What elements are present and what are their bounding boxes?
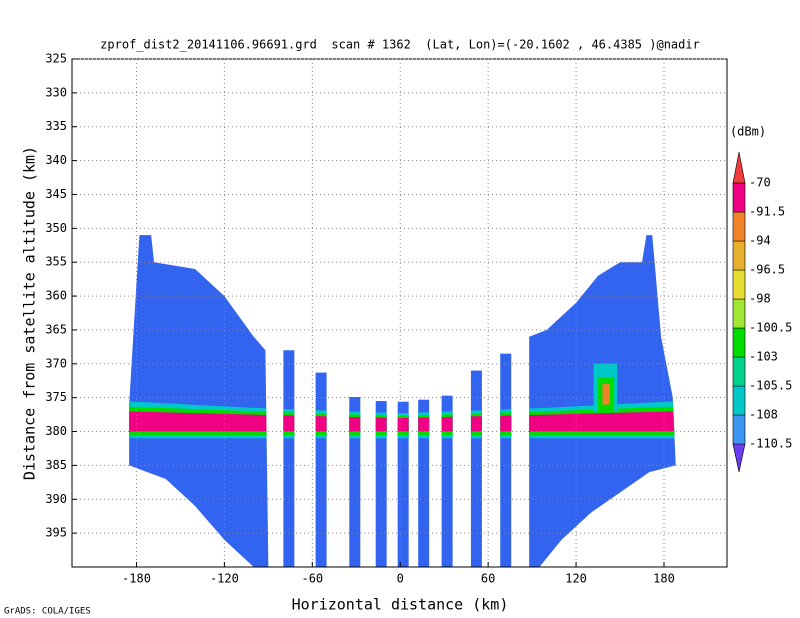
y-tick-label: 380: [45, 424, 67, 438]
colorbar-label: -96.5: [749, 263, 785, 277]
swath-column: [500, 353, 512, 567]
colorbar-segment: [732, 385, 746, 416]
colorbar-unit: (dBm): [730, 125, 766, 139]
echo-layer: [602, 384, 610, 405]
footer: GrADS: COLA/IGES: [4, 607, 91, 617]
colorbar-segment: [732, 356, 746, 387]
x-tick-label: 120: [565, 572, 587, 586]
colorbar-segment: [732, 269, 746, 300]
colorbar-label: -110.5: [749, 437, 792, 451]
colorbar-label: -98: [749, 292, 771, 306]
colorbar-label: -94: [749, 234, 771, 248]
swath-column: [418, 399, 430, 567]
y-tick-label: 390: [45, 492, 67, 506]
x-tick-label: 0: [397, 572, 404, 586]
swath-column: [283, 350, 295, 567]
colorbar-segment: [732, 298, 746, 329]
x-tick-label: 180: [653, 572, 675, 586]
y-tick-label: 340: [45, 153, 67, 167]
x-axis-label: Horizontal distance (km): [292, 596, 509, 614]
x-tick-label: -120: [210, 572, 239, 586]
colorbar-label: -100.5: [749, 321, 792, 335]
colorbar-label: -103: [749, 350, 778, 364]
swath-region: [129, 235, 269, 567]
colorbar-segment: [732, 240, 746, 271]
y-tick-label: 385: [45, 458, 67, 472]
colorbar-label: -105.5: [749, 379, 792, 393]
x-tick-label: 60: [481, 572, 495, 586]
colorbar-segment: [732, 414, 746, 445]
plot-area: [129, 235, 676, 567]
chart-title: zprof_dist2_20141106.96691.grd scan # 13…: [100, 38, 700, 52]
y-tick-label: 355: [45, 255, 67, 269]
x-tick-label: -60: [301, 572, 323, 586]
colorbar-label: -108: [749, 408, 778, 422]
colorbar-segment: [732, 151, 746, 184]
colorbar-segment: [732, 443, 746, 473]
swath-column: [470, 370, 482, 567]
echo-layer: [129, 411, 676, 432]
y-axis-label: Distance from satellite altitude (km): [21, 146, 39, 480]
y-tick-label: 395: [45, 526, 67, 540]
y-tick-label: 345: [45, 187, 67, 201]
x-tick-label: -180: [122, 572, 151, 586]
swath-column: [349, 396, 361, 567]
y-tick-label: 335: [45, 119, 67, 133]
swath-column: [375, 401, 387, 567]
field: [129, 235, 676, 567]
y-tick-label: 360: [45, 289, 67, 303]
colorbar-label: -91.5: [749, 205, 785, 219]
colorbar-segment: [732, 211, 746, 242]
y-tick-label: 365: [45, 322, 67, 336]
colorbar-label: -70: [749, 176, 771, 190]
plot-frame: [71, 58, 728, 568]
swath-column: [315, 372, 327, 567]
swath-column: [397, 401, 409, 567]
colorbar-segment: [732, 182, 746, 213]
y-tick-label: 325: [45, 52, 67, 66]
y-tick-label: 330: [45, 85, 67, 99]
swath-column: [441, 395, 453, 567]
y-tick-label: 350: [45, 221, 67, 235]
y-tick-label: 375: [45, 390, 67, 404]
y-tick-label: 370: [45, 356, 67, 370]
colorbar-segment: [732, 327, 746, 358]
